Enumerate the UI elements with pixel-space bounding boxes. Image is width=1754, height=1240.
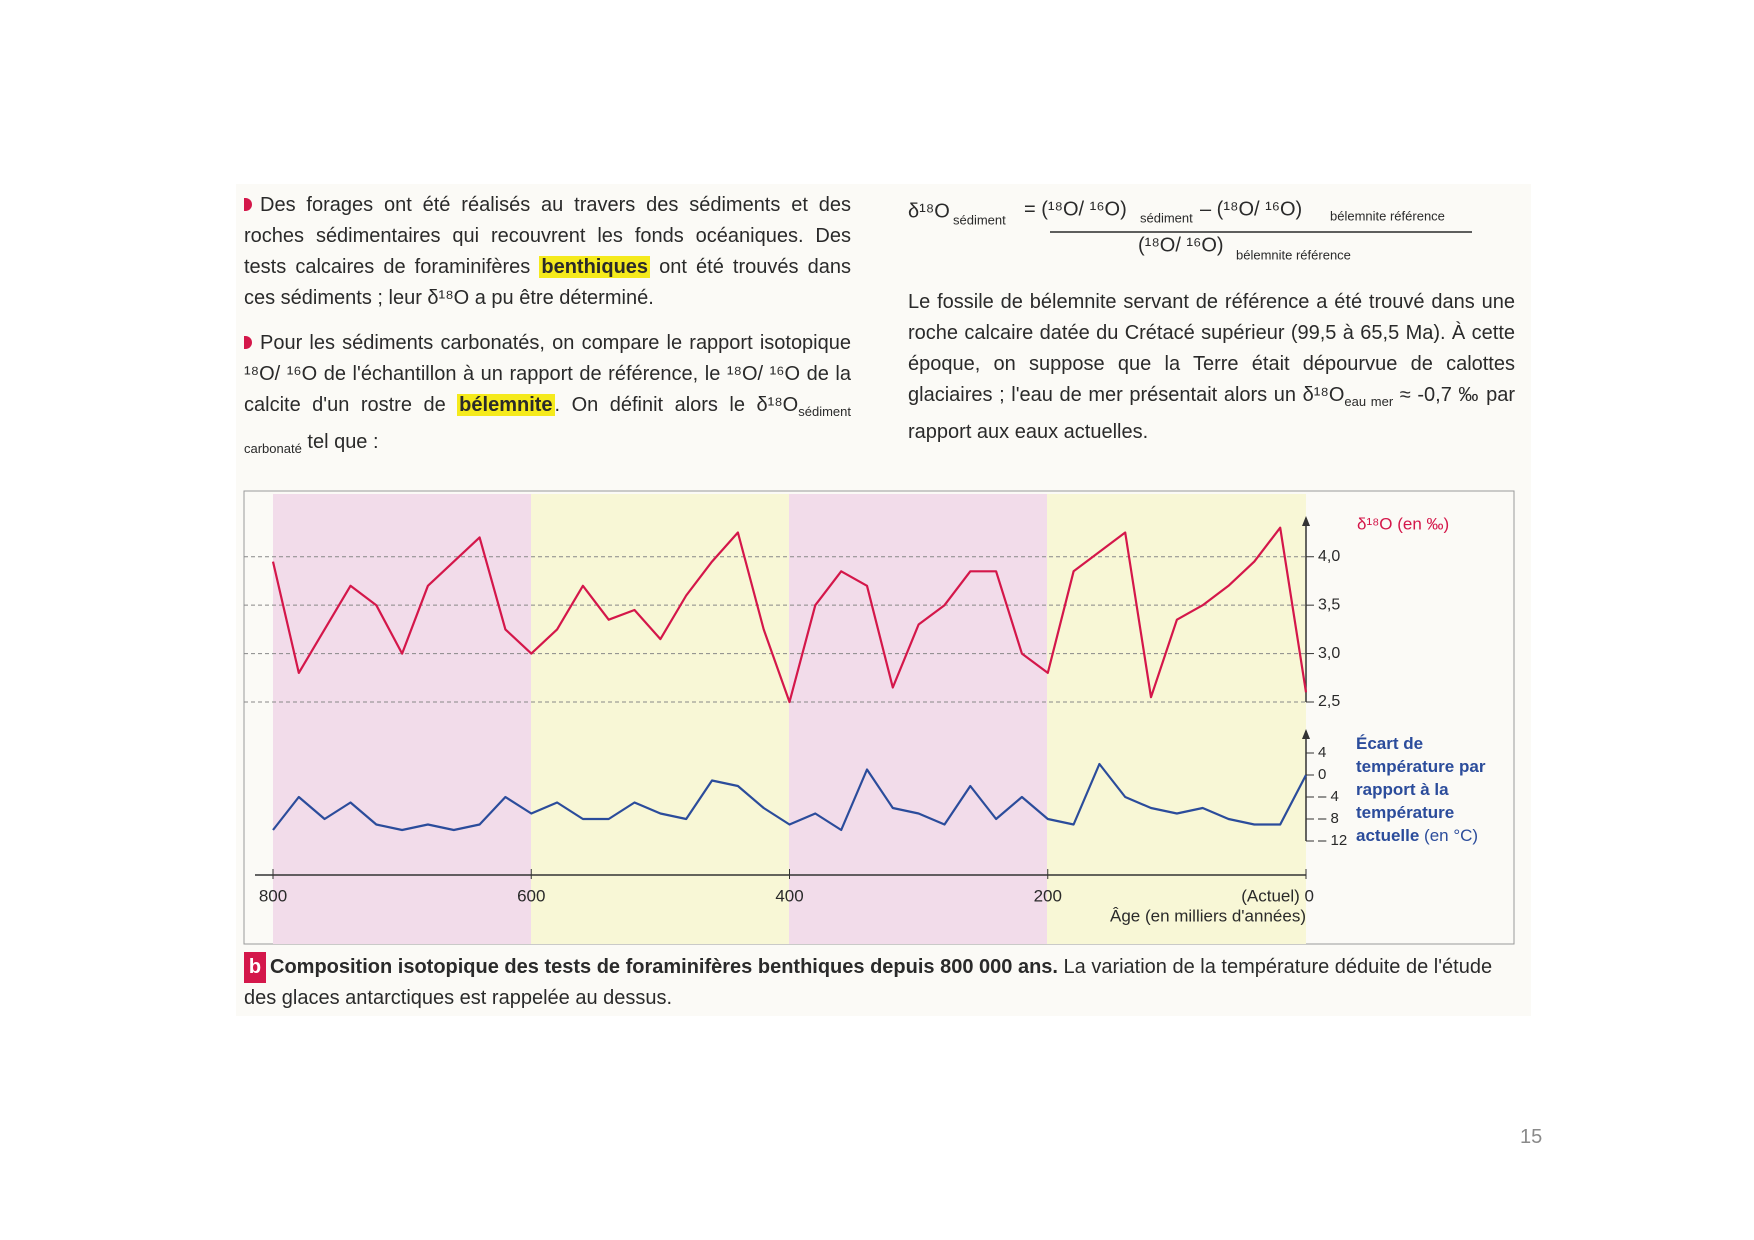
x-tick-label: 800 (259, 886, 287, 905)
temperature-line (272, 762, 1307, 832)
text: Des forages ont été réalisés au travers … (244, 194, 851, 278)
right-column: Le fossile de bélemnite servant de référ… (908, 287, 1515, 462)
y-tick-label: 4,0 (1318, 548, 1340, 565)
y2-tick-label: 4 (1318, 744, 1326, 761)
left-column: Des forages ont été réalisés au travers … (244, 190, 851, 478)
x-tick-label: 600 (517, 886, 545, 905)
y2-tick-label: – 12 (1318, 832, 1347, 849)
y-axis-label: δ¹⁸O (en ‰) (1357, 514, 1449, 533)
text: ont été trouvés dans ces sédiments ; leu… (244, 256, 851, 309)
y-tick-label: 2,5 (1318, 693, 1340, 710)
bullet (244, 198, 252, 211)
text: . On définit alors le δ¹⁸O (554, 394, 799, 416)
x-tick-label: 200 (1034, 886, 1062, 905)
formula-numerator: = (¹⁸O/ ¹⁶O) (1024, 198, 1127, 220)
subscript: eau mer (1344, 394, 1394, 409)
band (531, 494, 789, 944)
text: tel que : (301, 431, 379, 453)
y-axis-arrow (1302, 516, 1310, 526)
y-tick-label: 3,0 (1318, 645, 1340, 662)
band (273, 494, 531, 944)
x-tick-label: (Actuel) 0 (1241, 886, 1314, 905)
formula-sub: bélemnite référence (1330, 208, 1445, 223)
subscript: sédiment carbonaté (244, 404, 851, 456)
caption-text: La variation de la température déduite d… (244, 956, 1493, 1009)
formula-sub: sédiment (953, 212, 1006, 227)
caption-bold: Composition isotopique des tests de fora… (270, 956, 1058, 978)
x-tick-label: 400 (775, 886, 803, 905)
x-axis-label: Âge (en milliers d'années) (1110, 906, 1306, 925)
y2-tick-label: 0 (1318, 766, 1326, 783)
text: ≈ -0,7 ‰ par rapport aux eaux actuelles. (908, 384, 1515, 443)
plot: 4,0 3,5 3,0 2,5 4 0 – 4 – 8 – 12 800 600 400 200 (Act… (244, 516, 1347, 905)
y-tick-label: 3,5 (1318, 596, 1340, 613)
text: Pour les sédiments carbonatés, on compar… (244, 332, 851, 416)
band (789, 494, 1047, 944)
bullet (244, 336, 252, 349)
y2-tick-label: – 8 (1318, 810, 1339, 827)
caption-label: b (244, 952, 266, 983)
y2-axis-arrow (1302, 729, 1310, 739)
paragraph: Des forages ont été réalisés au travers … (244, 190, 851, 314)
highlight: benthiques (539, 256, 651, 278)
formula-denominator: (¹⁸O/ ¹⁶O) (1138, 234, 1224, 256)
band (1047, 494, 1306, 944)
formula-numerator: – (¹⁸O/ ¹⁶O) (1200, 198, 1302, 220)
paragraph: Pour les sédiments carbonatés, on compar… (244, 328, 851, 464)
y2-axis-label: Écart de température par rapport à la te… (1356, 732, 1516, 847)
label-unit: (en °C) (1419, 826, 1479, 845)
text: Le fossile de bélemnite servant de référ… (908, 291, 1515, 406)
y2-tick-label: – 4 (1318, 788, 1339, 805)
label-text: Écart de température par rapport à la te… (1356, 734, 1486, 845)
formula: δ¹⁸O sédiment = (¹⁸O/ ¹⁶O) sédiment – (¹… (908, 198, 1472, 262)
highlight: bélemnite (457, 394, 555, 416)
delta18o-line (271, 526, 1308, 704)
formula-sub: sédiment (1140, 210, 1193, 225)
formula-lhs: δ¹⁸O (908, 200, 950, 222)
formula-sub: bélemnite référence (1236, 247, 1351, 262)
page-number: 15 (1520, 1126, 1543, 1148)
caption: b Composition isotopique des tests de for… (244, 952, 1504, 1014)
paragraph: Le fossile de bélemnite servant de référ… (908, 287, 1515, 448)
